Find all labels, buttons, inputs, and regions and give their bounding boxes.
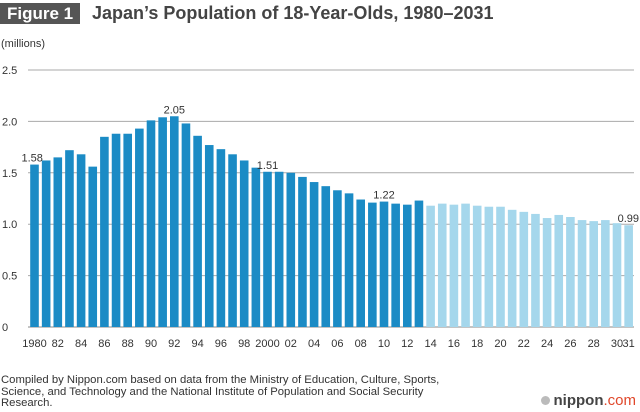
x-tick-label: 94 (191, 338, 203, 350)
x-tick-label: 16 (448, 338, 460, 350)
x-tick-label: 28 (588, 338, 600, 350)
chart-title: Japan’s Population of 18-Year-Olds, 1980… (92, 3, 494, 23)
bar-1982 (53, 157, 63, 327)
bar-2005 (321, 186, 331, 327)
bar-1992 (170, 116, 179, 327)
x-tick-label: 2000 (255, 338, 279, 350)
bar-1995 (204, 145, 214, 327)
bar-2011 (391, 203, 400, 327)
bar-2021 (507, 209, 517, 327)
bar-chart: 0 0.5 1.0 1.5 2.0 2.5 1980 82 84 86 88 90 92 94 96 98 20… (2, 65, 639, 350)
x-tick-label: 04 (308, 338, 320, 350)
bar-1988 (123, 133, 132, 327)
bar-2012 (403, 204, 412, 327)
x-tick-label: 24 (541, 338, 553, 350)
bar-2000 (263, 171, 272, 327)
bar-2023 (531, 213, 540, 327)
logo-name: nippon (553, 392, 604, 409)
bar-2028 (589, 221, 598, 327)
bar-2006 (333, 190, 342, 327)
x-tick-label: 26 (564, 338, 576, 350)
x-tick-label: 82 (52, 338, 64, 350)
bar-2017 (461, 203, 470, 327)
y-tick-label: 1.5 (2, 168, 17, 180)
bar-2004 (309, 182, 319, 327)
bar-1986 (100, 136, 109, 327)
bar-2015 (437, 203, 447, 327)
x-tick-label: 86 (98, 338, 110, 350)
x-tick-label: 12 (401, 338, 413, 350)
bar-2009 (368, 202, 377, 327)
data-label: 1.58 (22, 153, 43, 165)
y-tick-label: 0 (2, 322, 8, 334)
logo-suffix: .com (603, 392, 636, 409)
bar-2010 (379, 201, 389, 327)
y-tick-label: 1.0 (2, 219, 17, 231)
bar-1994 (193, 135, 202, 327)
bar-1999 (251, 167, 261, 327)
bar-2002 (286, 172, 296, 327)
x-tick-label: 96 (215, 338, 227, 350)
data-label: 1.51 (257, 160, 278, 172)
bar-2007 (344, 193, 354, 327)
bar-2016 (449, 204, 459, 327)
logo-mark-icon (540, 396, 550, 405)
y-tick-label: 2.0 (2, 116, 17, 128)
bar-2001 (274, 171, 284, 327)
bar-2026 (566, 217, 575, 327)
data-label: 0.99 (618, 213, 639, 225)
y-tick-label: 2.5 (2, 65, 17, 77)
x-tick-label: 08 (355, 338, 367, 350)
bar-2014 (426, 205, 435, 327)
bar-2013 (414, 200, 424, 327)
nippon-logo: nippon.com (540, 392, 636, 409)
bar-1984 (76, 154, 86, 327)
x-tick-label: 88 (122, 338, 134, 350)
bar-1993 (181, 123, 191, 328)
bar-2030 (612, 223, 622, 327)
bar-2018 (472, 205, 482, 327)
x-tick-label: 31 (623, 338, 635, 350)
bar-2027 (577, 220, 587, 327)
x-tick-label: 90 (145, 338, 157, 350)
bar-1990 (146, 120, 156, 327)
x-tick-label: 14 (424, 338, 436, 350)
x-tick-label: 20 (494, 338, 506, 350)
bar-2025 (554, 214, 564, 327)
bar-2022 (519, 211, 529, 327)
bar-1997 (228, 154, 237, 327)
x-tick-label: 92 (168, 338, 180, 350)
bar-1983 (65, 150, 74, 327)
x-tick-label: 98 (238, 338, 250, 350)
bar-1996 (216, 149, 226, 327)
x-tick-label: 06 (331, 338, 343, 350)
bar-2031 (624, 225, 633, 327)
bar-1991 (158, 117, 167, 328)
bar-2020 (496, 206, 505, 327)
bar-1987 (111, 133, 121, 327)
x-tick-label: 10 (378, 338, 390, 350)
figure-label: Figure 1 (0, 3, 81, 24)
bar-2008 (356, 199, 365, 327)
bar-2029 (601, 220, 610, 327)
bar-2024 (542, 218, 552, 327)
bar-2019 (484, 206, 494, 327)
x-tick-label: 22 (518, 338, 530, 350)
y-tick-label: 0.5 (2, 271, 17, 283)
data-label: 2.05 (164, 104, 185, 116)
y-axis-label: (millions) (1, 38, 45, 50)
x-tick-label: 18 (471, 338, 483, 350)
data-label: 1.22 (373, 190, 394, 202)
bar-1980 (30, 164, 39, 327)
bar-1989 (135, 128, 144, 327)
x-tick-label: 84 (75, 338, 87, 350)
x-tick-label: 30 (611, 338, 623, 350)
bar-1981 (41, 160, 51, 327)
x-tick-label: 02 (285, 338, 297, 350)
bar-1998 (239, 160, 249, 327)
bar-1985 (88, 166, 98, 327)
source-note: Compiled by Nippon.com based on data fro… (1, 374, 440, 409)
x-tick-label: 1980 (22, 338, 46, 350)
bar-2003 (298, 176, 307, 327)
